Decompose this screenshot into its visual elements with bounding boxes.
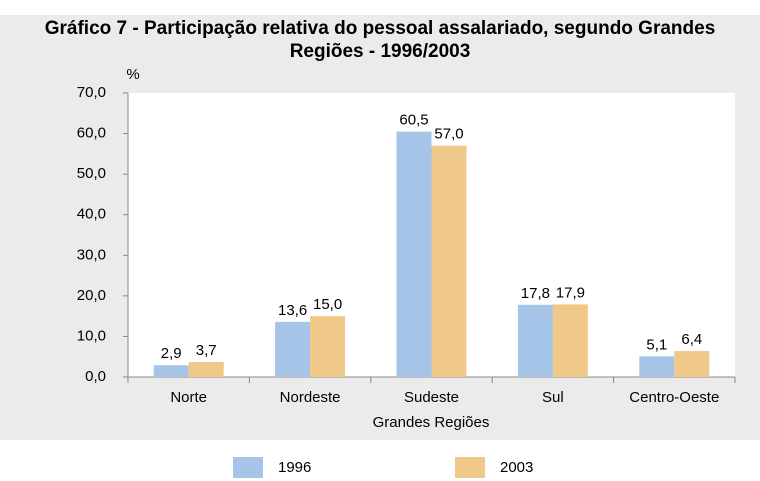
data-label: 6,4 [681, 331, 702, 348]
bar [188, 361, 224, 377]
bar [639, 356, 675, 377]
x-tick-label: Sul [542, 389, 564, 406]
data-label: 13,6 [278, 302, 307, 319]
bar [275, 321, 311, 377]
legend-swatch [455, 457, 485, 478]
data-label: 2,9 [161, 345, 182, 362]
legend-label: 1996 [278, 459, 311, 476]
x-tick-label: Norte [170, 389, 207, 406]
data-label: 17,9 [556, 284, 585, 301]
bar [552, 304, 588, 377]
bar [310, 316, 346, 377]
y-tick-label: 40,0 [77, 206, 106, 223]
legend-swatch [233, 457, 263, 478]
chart-title: Gráfico 7 - Participação relativa do pes… [44, 18, 716, 62]
bar [517, 304, 553, 377]
x-tick-label: Sudeste [404, 389, 459, 406]
y-axis-label: % [126, 66, 139, 83]
bar [674, 351, 710, 377]
legend-label: 2003 [500, 459, 533, 476]
y-tick-label: 70,0 [77, 84, 106, 101]
bar [153, 365, 189, 377]
y-tick-label: 0,0 [85, 368, 106, 385]
x-tick-label: Nordeste [280, 389, 341, 406]
y-tick-label: 30,0 [77, 246, 106, 263]
data-label: 60,5 [399, 112, 428, 129]
y-tick-label: 20,0 [77, 287, 106, 304]
y-tick-label: 60,0 [77, 125, 106, 142]
bar [396, 131, 432, 377]
x-axis-label: Grandes Regiões [373, 414, 490, 431]
y-tick-label: 10,0 [77, 327, 106, 344]
bar [431, 145, 467, 377]
data-label: 57,0 [434, 126, 463, 143]
data-label: 15,0 [313, 296, 342, 313]
data-label: 3,7 [196, 342, 217, 359]
x-tick-label: Centro-Oeste [629, 389, 719, 406]
data-label: 17,8 [521, 285, 550, 302]
data-label: 5,1 [646, 336, 667, 353]
y-tick-label: 50,0 [77, 165, 106, 182]
